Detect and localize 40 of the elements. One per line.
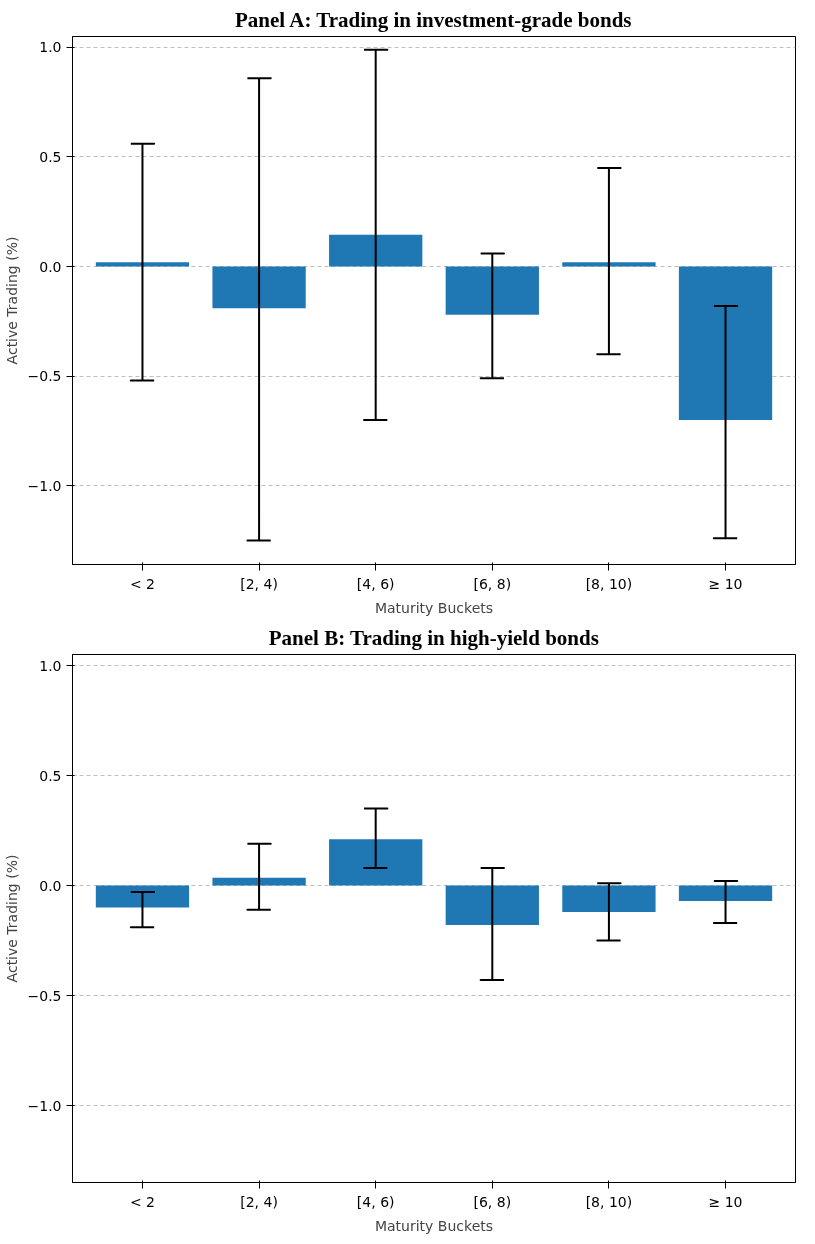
y-axis-title: Active Trading (%) <box>3 854 20 983</box>
bar <box>329 234 423 267</box>
bar <box>212 877 306 886</box>
x-tick-label: [6, 8) <box>473 1193 512 1210</box>
x-tick-label: ≥ 10 <box>708 575 743 592</box>
x-tick-label: [6, 8) <box>473 575 512 592</box>
y-tick-label: −1.0 <box>27 1097 62 1114</box>
y-tick-label: −0.5 <box>27 368 62 385</box>
y-tick-label: 0.5 <box>39 767 62 784</box>
bar <box>212 266 306 309</box>
x-tick-label: [2, 4) <box>240 575 278 592</box>
y-tick-label: 1.0 <box>39 39 62 56</box>
bar <box>562 885 656 912</box>
x-tick-label: [4, 6) <box>356 575 395 592</box>
chart-title: Panel A: Trading in investment-grade bonds <box>234 7 632 32</box>
bar <box>95 885 190 908</box>
x-axis-title: Maturity Buckets <box>374 599 494 616</box>
bar <box>95 262 190 267</box>
y-axis-title: Active Trading (%) <box>3 236 20 365</box>
y-tick-label: 1.0 <box>39 657 62 674</box>
x-tick-label: [2, 4) <box>240 1193 278 1210</box>
x-tick-label: ≥ 10 <box>708 1193 743 1210</box>
x-tick-label: [8, 10) <box>585 575 633 592</box>
bar <box>678 885 773 901</box>
y-tick-label: −0.5 <box>27 987 62 1004</box>
y-tick-label: 0.0 <box>39 877 62 894</box>
x-tick-label: < 2 <box>129 575 156 592</box>
x-tick-label: < 2 <box>129 1193 156 1210</box>
y-tick-label: −1.0 <box>27 477 62 494</box>
bar <box>445 885 539 926</box>
x-tick-label: [4, 6) <box>356 1193 395 1210</box>
bar <box>329 839 423 886</box>
y-tick-label: 0.5 <box>39 149 62 165</box>
bar <box>562 262 656 267</box>
x-axis-title: Maturity Buckets <box>374 1217 494 1234</box>
x-tick-label: [8, 10) <box>585 1193 633 1210</box>
chart-title: Panel B: Trading in high-yield bonds <box>268 625 599 650</box>
y-tick-label: 0.0 <box>39 258 62 275</box>
bar <box>678 266 773 420</box>
bar <box>445 266 539 315</box>
